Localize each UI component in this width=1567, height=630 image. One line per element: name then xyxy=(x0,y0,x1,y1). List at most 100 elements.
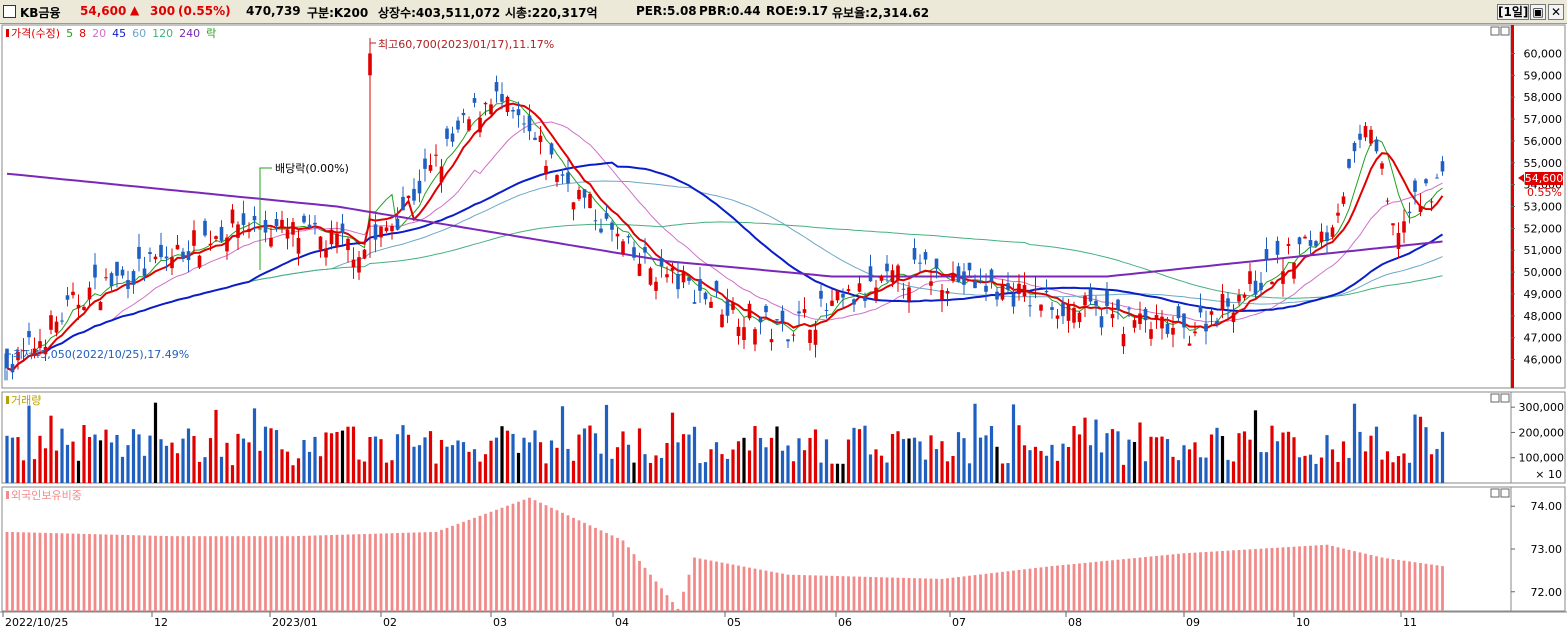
volume-bar xyxy=(934,449,939,483)
volume-bar xyxy=(1055,460,1060,483)
candle-body xyxy=(989,269,994,282)
volume-bar xyxy=(1182,445,1186,483)
candle-body xyxy=(1182,313,1186,328)
volume-bar xyxy=(923,459,928,483)
price-panel[interactable] xyxy=(1,24,1566,389)
candle-body xyxy=(159,244,163,258)
volume-bar xyxy=(885,462,889,483)
volume-bar xyxy=(687,434,691,483)
candle-body xyxy=(731,302,735,310)
foreign-bar xyxy=(1160,555,1164,611)
price-panel-restore-icon[interactable] xyxy=(1490,26,1500,36)
close-button[interactable]: ✕ xyxy=(1548,4,1564,20)
candle-body xyxy=(918,262,922,264)
volume-bar xyxy=(1132,441,1137,483)
candle-body xyxy=(956,266,961,283)
volume-bar xyxy=(1039,450,1043,483)
foreign-bar xyxy=(1039,567,1043,611)
candle-body xyxy=(725,300,730,316)
candle-body xyxy=(1226,298,1230,307)
candle-body xyxy=(126,280,130,289)
candle-body xyxy=(1028,305,1032,307)
volume-bar xyxy=(632,462,636,483)
candle-body xyxy=(357,257,361,273)
candle-body xyxy=(819,290,823,299)
volume-bar xyxy=(1165,439,1170,483)
volume-bar xyxy=(896,431,900,483)
foreign-bar xyxy=(489,511,493,611)
volume-bar xyxy=(1154,437,1159,483)
candle-body xyxy=(604,212,609,219)
volume-bar xyxy=(1176,460,1181,483)
candle-body xyxy=(247,228,251,232)
stock-name[interactable]: KB금융 xyxy=(20,6,61,20)
volume-bar xyxy=(280,449,284,483)
volume-panel-restore-icon[interactable] xyxy=(1490,393,1500,403)
volume-bar xyxy=(76,460,81,483)
volume-bar xyxy=(1187,449,1192,483)
volume-bar xyxy=(1341,441,1346,483)
foreign-bar xyxy=(847,576,850,611)
foreign-bar xyxy=(236,536,240,611)
foreign-panel-restore-icon[interactable] xyxy=(1490,488,1500,498)
foreign-bar xyxy=(451,525,454,611)
foreign-bar xyxy=(599,530,603,611)
volume-bar xyxy=(247,442,251,483)
foreign-bar xyxy=(192,536,196,611)
select-checkbox[interactable] xyxy=(3,5,16,18)
candle-body xyxy=(637,263,642,276)
candle-body xyxy=(87,287,92,300)
foreign-bar xyxy=(264,536,267,611)
volume-bar xyxy=(1143,461,1148,483)
foreign-panel-close-icon[interactable] xyxy=(1500,488,1510,498)
foreign-bar xyxy=(577,520,581,611)
volume-bar xyxy=(1369,435,1373,483)
volume-bar xyxy=(791,461,796,483)
volume-bar xyxy=(406,434,411,483)
foreign-bar xyxy=(1094,561,1098,611)
volume-bar xyxy=(626,444,631,483)
candle-body xyxy=(1083,295,1087,306)
restore-button[interactable]: ▣ xyxy=(1530,4,1546,20)
candle-body xyxy=(351,259,356,268)
candle-body xyxy=(1385,200,1390,202)
volume-bar xyxy=(852,427,856,483)
volume-bar xyxy=(71,441,75,483)
volume-panel-close-icon[interactable] xyxy=(1500,393,1510,403)
candle-body xyxy=(852,299,856,305)
volume-bar xyxy=(313,436,317,483)
volume-bar xyxy=(131,429,136,483)
candle-body xyxy=(1231,312,1236,323)
foreign-bar xyxy=(1067,564,1070,611)
foreign-bar xyxy=(1182,553,1186,611)
price-panel-close-icon[interactable] xyxy=(1500,26,1510,36)
period-button[interactable]: [1일] xyxy=(1497,4,1529,20)
foreign-bar xyxy=(203,536,207,611)
x-label-dec: 12 xyxy=(154,616,168,629)
foreign-bar xyxy=(88,534,91,611)
foreign-bar xyxy=(423,532,427,611)
legend-ma락: 락 xyxy=(206,27,216,40)
foreign-bar xyxy=(1116,559,1120,611)
candle-body xyxy=(428,165,433,171)
volume-bar xyxy=(1418,416,1423,483)
volume-bar xyxy=(637,428,642,483)
volume-bar xyxy=(1325,435,1329,483)
low-annotation-line xyxy=(4,353,11,381)
foreign-bar xyxy=(291,536,295,611)
foreign-bar xyxy=(1413,562,1417,611)
volume-bar xyxy=(918,441,922,483)
foreign-bar xyxy=(319,535,322,611)
foreign-bar xyxy=(110,534,113,611)
candle-body xyxy=(758,318,763,323)
stock-chart-canvas[interactable]: 46,000 47,000 48,000 49,000 50,000 51,000 52,0… xyxy=(0,23,1567,630)
foreign-bar xyxy=(891,577,894,611)
volume-bar xyxy=(1011,404,1016,483)
foreign-bar xyxy=(1243,549,1246,611)
candle-body xyxy=(412,188,416,201)
foreign-bar xyxy=(1281,547,1285,611)
high-annotation-line xyxy=(369,38,376,44)
volume-bar xyxy=(709,449,713,483)
volume-bar xyxy=(621,431,625,483)
